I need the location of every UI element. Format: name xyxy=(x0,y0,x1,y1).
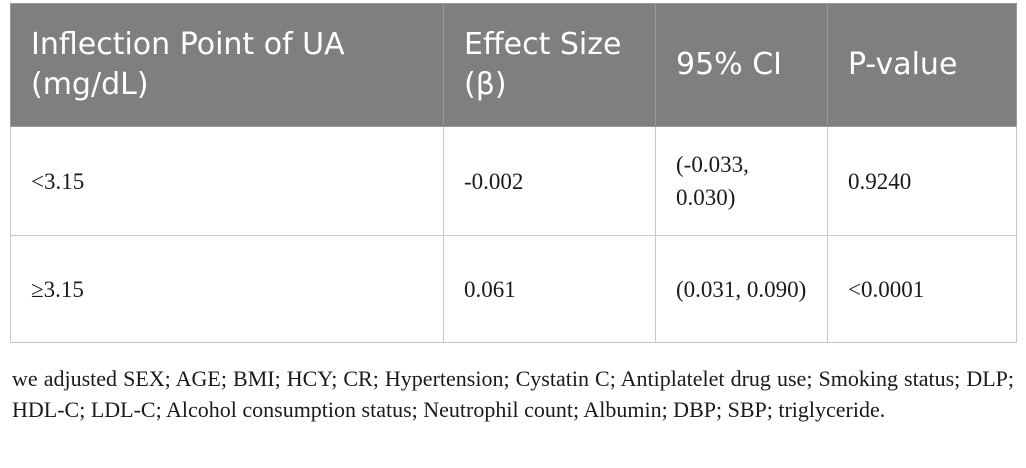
cell-effect-size: -0.002 xyxy=(443,126,656,236)
cell-inflection-point: ≥3.15 xyxy=(10,235,444,343)
table-body: <3.15 -0.002 (-0.033, 0.030) 0.9240 ≥3.1… xyxy=(10,126,1017,343)
cell-confidence-interval: (0.031, 0.090) xyxy=(655,235,828,343)
header-inflection-point: Inflection Point of UA (mg/dL) xyxy=(10,3,444,127)
header-confidence-interval: 95% CI xyxy=(655,3,828,127)
header-p-value: P-value xyxy=(827,3,1017,127)
cell-p-value: <0.0001 xyxy=(827,235,1017,343)
cell-confidence-interval: (-0.033, 0.030) xyxy=(655,126,828,236)
table-header: Inflection Point of UA (mg/dL) Effect Si… xyxy=(10,3,1017,127)
table-row: ≥3.15 0.061 (0.031, 0.090) <0.0001 xyxy=(10,235,1017,343)
table-footnote: we adjusted SEX; AGE; BMI; HCY; CR; Hype… xyxy=(12,366,1014,422)
header-row: Inflection Point of UA (mg/dL) Effect Si… xyxy=(10,3,1017,127)
cell-p-value: 0.9240 xyxy=(827,126,1017,236)
results-table-container: Inflection Point of UA (mg/dL) Effect Si… xyxy=(10,3,1017,343)
cell-effect-size: 0.061 xyxy=(443,235,656,343)
header-effect-size: Effect Size (β) xyxy=(443,3,656,127)
results-table: Inflection Point of UA (mg/dL) Effect Si… xyxy=(10,3,1017,343)
cell-inflection-point: <3.15 xyxy=(10,126,444,236)
table-row: <3.15 -0.002 (-0.033, 0.030) 0.9240 xyxy=(10,126,1017,236)
